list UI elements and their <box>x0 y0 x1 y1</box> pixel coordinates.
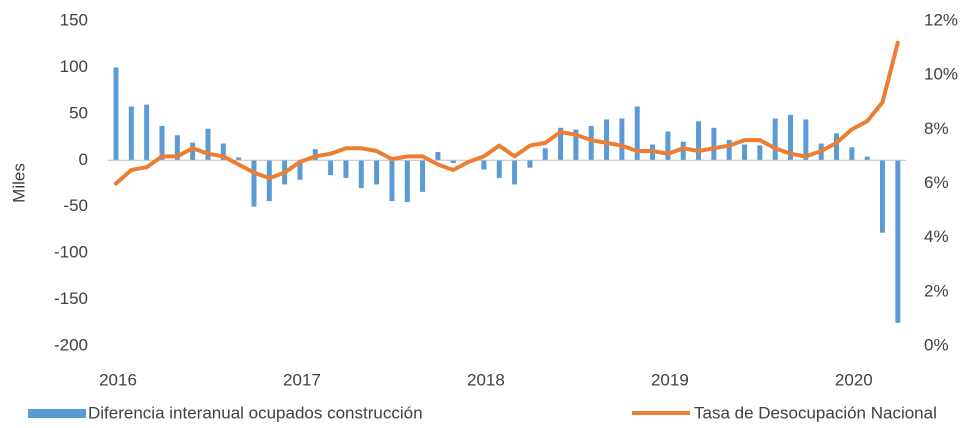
x-tick-label: 2017 <box>283 370 321 389</box>
bar <box>757 145 763 161</box>
bar <box>634 106 640 161</box>
bar <box>788 114 794 161</box>
bar <box>834 133 840 161</box>
bar <box>558 127 564 161</box>
y-tick-label: -50 <box>63 196 88 215</box>
y2-tick-label: 2% <box>924 281 949 300</box>
y2-tick-label: 12% <box>924 10 958 29</box>
bar <box>404 160 410 203</box>
x-tick-label: 2019 <box>651 370 689 389</box>
bar <box>849 147 855 161</box>
bar <box>420 160 426 192</box>
bar <box>772 118 778 161</box>
bar <box>619 118 625 161</box>
bar <box>803 119 809 161</box>
bar <box>435 151 441 161</box>
x-tick-label: 2016 <box>99 370 137 389</box>
y2-tick-label: 8% <box>924 119 949 138</box>
bar <box>113 67 119 161</box>
bar <box>190 142 196 161</box>
y2-tick-label: 4% <box>924 227 949 246</box>
bar <box>542 148 548 161</box>
bar <box>665 131 671 161</box>
bar <box>696 121 702 161</box>
bar <box>389 160 395 202</box>
bar <box>251 160 257 207</box>
bar <box>864 156 870 161</box>
y2-tick-label: 10% <box>924 65 958 84</box>
x-tick-label: 2020 <box>835 370 873 389</box>
bar <box>880 160 885 233</box>
y-tick-label: -200 <box>54 335 88 354</box>
bar <box>527 160 533 168</box>
y-tick-label: -150 <box>54 289 88 308</box>
y-tick-label: 100 <box>60 57 88 76</box>
bar <box>573 129 579 161</box>
bar <box>588 125 594 161</box>
x-tick-label: 2018 <box>467 370 505 389</box>
bar <box>895 160 901 323</box>
bar <box>680 141 686 161</box>
bar <box>297 160 303 180</box>
bar <box>205 128 211 161</box>
bar <box>328 160 334 176</box>
legend-label: Tasa de Desocupación Nacional <box>694 403 937 422</box>
bar <box>128 106 134 161</box>
bar <box>159 125 165 161</box>
bar <box>742 144 748 161</box>
y-tick-label: 0 <box>79 150 88 169</box>
bar <box>174 135 180 161</box>
y2-tick-label: 0% <box>924 335 949 354</box>
bar <box>481 160 487 170</box>
bar <box>604 119 610 161</box>
bar <box>144 104 150 161</box>
bar <box>450 160 456 164</box>
bar <box>512 160 518 185</box>
bar <box>220 143 226 161</box>
bar <box>343 160 349 178</box>
legend-label: Diferencia interanual ocupados construcc… <box>88 403 423 422</box>
bar <box>374 160 380 185</box>
bar <box>496 160 502 178</box>
bar <box>358 160 364 189</box>
legend-swatch <box>28 409 86 418</box>
y-tick-label: -100 <box>54 243 88 262</box>
bar <box>236 157 242 161</box>
line <box>114 40 900 186</box>
y-tick-label: 150 <box>60 10 88 29</box>
y-tick-label: 50 <box>69 103 88 122</box>
y-axis-label: Miles <box>9 163 28 203</box>
y2-tick-label: 6% <box>924 173 949 192</box>
bar <box>726 139 732 161</box>
bar <box>266 160 272 202</box>
bar <box>711 127 717 161</box>
